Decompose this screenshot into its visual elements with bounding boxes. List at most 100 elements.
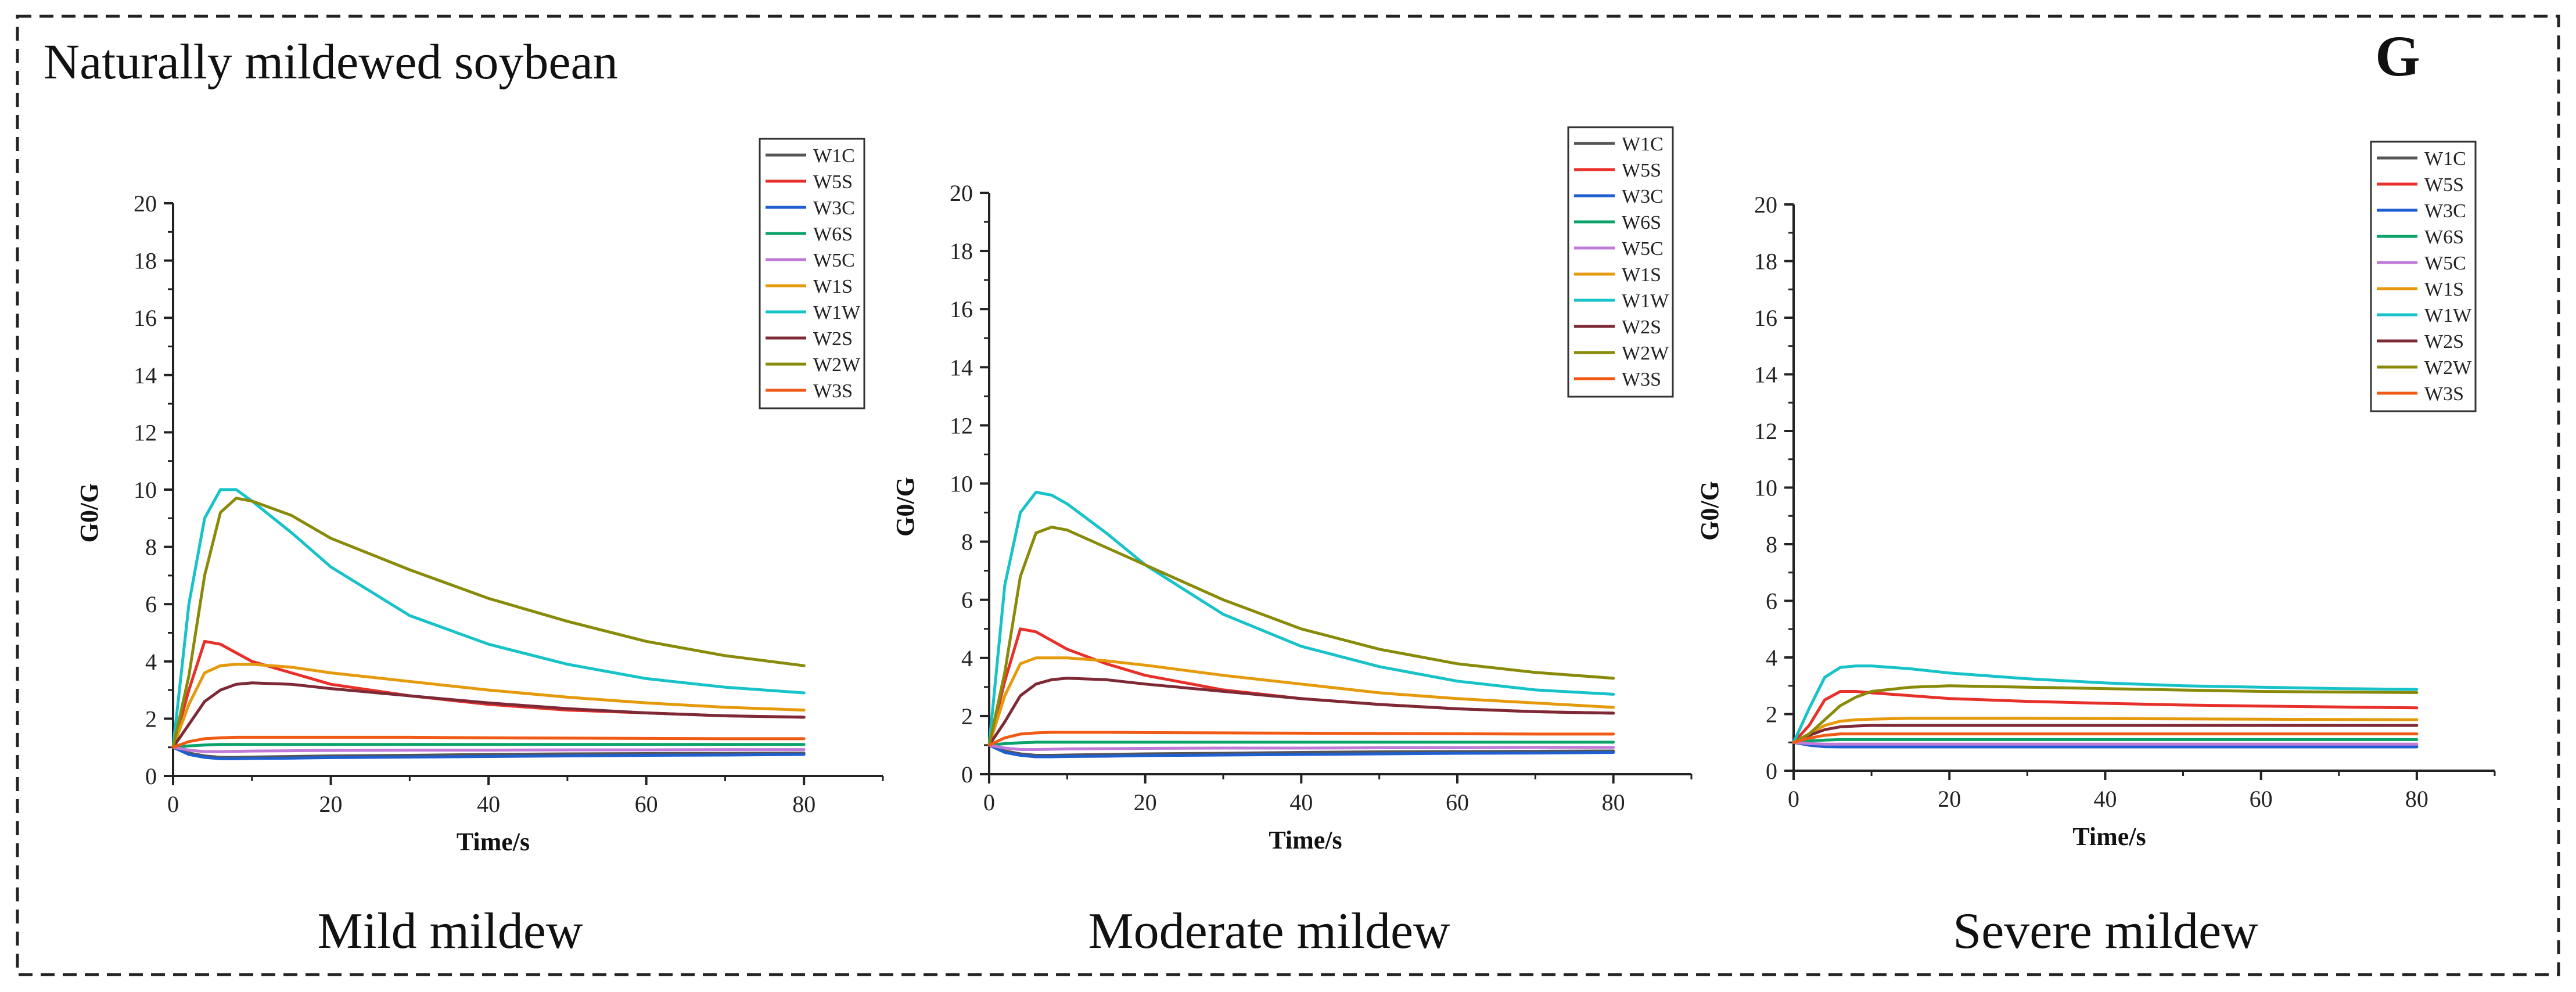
- caption-moderate: Moderate mildew: [1088, 903, 1450, 959]
- legend-label-w1s: W1S: [813, 276, 853, 297]
- series-line-w2w: [171, 497, 806, 749]
- y-tick-label: 14: [134, 362, 157, 389]
- legend-label-w3s: W3S: [2424, 383, 2464, 405]
- legend-label-w6s: W6S: [2424, 227, 2464, 248]
- y-tick-label: 8: [145, 534, 157, 560]
- series-line-w2s: [987, 677, 1615, 747]
- y-tick-label: 12: [950, 412, 973, 439]
- x-tick-label: 80: [1602, 789, 1625, 815]
- legend-label-w2w: W2W: [1622, 343, 1669, 364]
- series-line-w3c: [987, 743, 1615, 759]
- x-tick-label: 0: [167, 791, 179, 817]
- x-tick-label: 60: [2250, 786, 2273, 812]
- caption-severe: Severe mildew: [1953, 903, 2258, 959]
- y-tick-label: 20: [950, 180, 973, 206]
- series-line-w2s: [1792, 724, 2419, 744]
- x-tick-label: 40: [477, 791, 500, 817]
- x-tick-label: 0: [1788, 786, 1799, 812]
- series-line-w3c: [1792, 741, 2419, 749]
- series-line-w1w: [1792, 664, 2419, 744]
- legend-label-w5c: W5C: [813, 250, 855, 271]
- legend-label-w2s: W2S: [1622, 317, 1661, 338]
- x-axis-label: Time/s: [2072, 822, 2146, 851]
- legend: W1C W5S W3C W6S W5C W1S W1W W2S W2W W3S: [1567, 126, 1674, 398]
- y-tick-label: 16: [1754, 305, 1777, 331]
- y-axis-label: G0/G: [1695, 481, 1724, 541]
- series-line-w1w: [987, 491, 1615, 747]
- y-tick-label: 6: [961, 587, 973, 613]
- x-tick-label: 20: [1938, 786, 1961, 812]
- series-line-w3s: [1792, 732, 2419, 744]
- legend-label-w3s: W3S: [813, 380, 853, 402]
- legend-label-w1w: W1W: [1622, 290, 1669, 312]
- x-tick-label: 20: [319, 791, 343, 817]
- legend-label-w3s: W3S: [1622, 369, 1661, 390]
- series-line-w5s: [1792, 690, 2419, 744]
- y-tick-label: 8: [1766, 531, 1777, 558]
- y-tick-label: 8: [961, 529, 973, 555]
- x-tick-label: 0: [983, 789, 995, 815]
- x-tick-label: 20: [1134, 789, 1157, 815]
- y-tick-label: 0: [145, 763, 157, 789]
- legend-label-w1w: W1W: [2424, 305, 2472, 326]
- y-tick-label: 10: [950, 471, 973, 497]
- legend-label-w2s: W2S: [2424, 331, 2464, 353]
- series-line-w6s: [171, 743, 806, 749]
- y-tick-label: 10: [1754, 475, 1777, 501]
- y-tick-label: 2: [961, 703, 973, 729]
- legend-label-w2w: W2W: [813, 354, 861, 376]
- series-line-w1s: [171, 663, 806, 749]
- legend-label-w5s: W5S: [1622, 160, 1661, 181]
- figure-title: Naturally mildewed soybean: [44, 34, 618, 89]
- series-line-w5c: [171, 746, 806, 753]
- legend-label-w5c: W5C: [1622, 238, 1664, 260]
- y-tick-label: 10: [134, 477, 157, 503]
- x-axis-label: Time/s: [1269, 826, 1342, 854]
- legend-label-w5s: W5S: [813, 171, 853, 193]
- legend-label-w1w: W1W: [813, 302, 861, 324]
- y-tick-label: 16: [134, 305, 157, 331]
- y-tick-label: 18: [1754, 249, 1777, 275]
- y-tick-label: 18: [134, 248, 157, 274]
- series-line-w1s: [987, 656, 1615, 747]
- y-tick-label: 6: [1766, 588, 1777, 614]
- y-tick-label: 20: [134, 191, 157, 217]
- legend-label-w1c: W1C: [1622, 134, 1664, 155]
- x-tick-label: 60: [635, 791, 658, 817]
- y-tick-label: 2: [145, 706, 157, 732]
- x-tick-label: 60: [1446, 789, 1469, 815]
- caption-mild: Mild mildew: [317, 903, 583, 959]
- legend-label-w1s: W1S: [1622, 264, 1661, 286]
- legend-label-w2s: W2S: [813, 328, 853, 350]
- y-axis-label: G0/G: [891, 477, 919, 537]
- series-line-w2w: [1792, 684, 2419, 744]
- legend-label-w1c: W1C: [2424, 148, 2466, 170]
- legend-label-w3c: W3C: [1622, 186, 1664, 207]
- series-line-w6s: [987, 741, 1615, 747]
- series-line-w5c: [1792, 741, 2419, 746]
- y-tick-label: 12: [1754, 418, 1777, 444]
- y-tick-label: 4: [1766, 645, 1777, 671]
- y-tick-label: 14: [1754, 362, 1777, 388]
- y-tick-label: 4: [145, 649, 157, 675]
- y-tick-label: 0: [1766, 758, 1777, 784]
- legend-label-w5s: W5S: [2424, 174, 2464, 196]
- legend-label-w3c: W3C: [813, 197, 855, 219]
- legend-label-w6s: W6S: [1622, 212, 1661, 233]
- x-tick-label: 40: [2093, 786, 2117, 812]
- x-axis-label: Time/s: [457, 828, 530, 856]
- series-line-w3s: [171, 735, 806, 749]
- outer-dashed-border: [16, 15, 2560, 976]
- legend-label-w6s: W6S: [813, 224, 853, 245]
- y-tick-label: 18: [950, 238, 973, 264]
- x-tick-label: 40: [1289, 789, 1313, 815]
- series-line-w6s: [1792, 738, 2419, 744]
- panel-letter: G: [2375, 24, 2420, 88]
- series-line-w1w: [171, 488, 806, 749]
- series-line-w5c: [987, 743, 1615, 751]
- legend-label-w1s: W1S: [2424, 279, 2464, 300]
